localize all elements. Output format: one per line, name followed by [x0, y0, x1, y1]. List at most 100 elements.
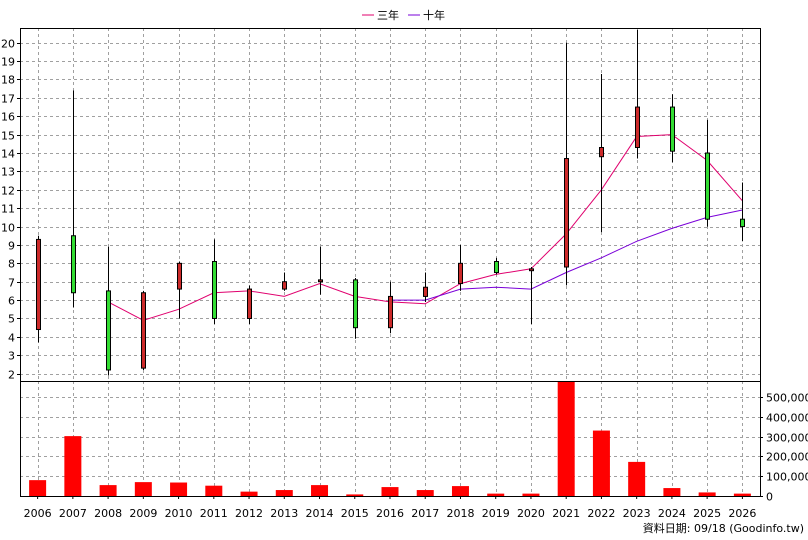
x-tick-label: 2007 [59, 507, 87, 520]
x-tick-label: 2013 [270, 507, 298, 520]
candle-body [36, 238, 41, 331]
volume-bar [663, 488, 681, 496]
volume-bar [733, 493, 751, 496]
candle [564, 42, 569, 286]
candle-body [106, 290, 111, 371]
candle [71, 90, 76, 308]
footer-source: 資料日期: 09/18 (Goodinfo.tw) [643, 521, 804, 535]
volume-bar [29, 480, 47, 496]
candle-body [282, 281, 287, 290]
price-y-tick-label: 7 [8, 277, 15, 290]
price-y-tick-label: 18 [1, 74, 15, 87]
candle-body [318, 279, 323, 283]
x-tick-label: 2018 [446, 507, 474, 520]
x-tick-label: 2019 [482, 507, 510, 520]
price-y-tick-label: 17 [1, 93, 15, 106]
candle-body [177, 262, 182, 290]
price-y-axis: 2 3 4 5 6 7 8 9 10 11 12 13 14 15 16 17 18 19 20 [1, 38, 20, 382]
x-tick-label: 2016 [376, 507, 404, 520]
candle-body [458, 262, 463, 285]
candle [458, 244, 463, 291]
candle-body [599, 147, 604, 158]
volume-y-tick-label: 100,000 [766, 471, 808, 484]
plot-frame [20, 28, 761, 497]
x-tick-label: 2011 [200, 507, 228, 520]
volume-bar [557, 381, 575, 496]
volume-bar [240, 491, 258, 496]
volume-bar [205, 485, 223, 496]
legend-label-10yr: 十年 [423, 8, 445, 22]
volume-bar [346, 494, 364, 496]
candle-body [564, 158, 569, 268]
volume-bar [416, 490, 434, 496]
candle-body [705, 152, 710, 220]
price-y-tick-label: 3 [8, 350, 15, 363]
price-y-tick-label: 5 [8, 313, 15, 326]
candle-body [740, 218, 745, 228]
x-tick-label: 2023 [623, 507, 651, 520]
candle [599, 73, 604, 233]
price-y-tick-label: 8 [8, 258, 15, 271]
volume-bar [311, 485, 329, 496]
candlesticks [36, 29, 745, 376]
candle [282, 272, 287, 291]
volume-gridlines [20, 381, 760, 497]
price-y-tick-label: 20 [1, 38, 15, 51]
price-y-tick-label: 9 [8, 240, 15, 253]
x-tick-label: 2026 [728, 507, 756, 520]
volume-y-tick-label: 400,000 [766, 412, 808, 425]
candle [423, 272, 428, 302]
volume-bar [487, 493, 505, 496]
candle [212, 239, 217, 325]
x-tick-label: 2012 [235, 507, 263, 520]
candle-body [494, 260, 499, 274]
price-y-tick-label: 16 [1, 111, 15, 124]
volume-bar [381, 487, 399, 496]
price-y-tick-label: 4 [8, 332, 15, 345]
candle-body [388, 295, 393, 329]
volume-y-tick-label: 500,000 [766, 392, 808, 405]
volume-y-tick-label: 0 [766, 491, 773, 504]
x-tick-label: 2022 [587, 507, 615, 520]
volume-bar [522, 493, 540, 496]
candle-body [247, 288, 252, 319]
candle-body [71, 235, 76, 294]
x-tick-label: 2025 [693, 507, 721, 520]
x-tick-label: 2006 [24, 507, 52, 520]
x-tick-label: 2014 [306, 507, 334, 520]
volume-bar [628, 461, 646, 496]
x-tick-label: 2017 [411, 507, 439, 520]
volume-bar [170, 482, 188, 496]
candle-body [353, 279, 358, 329]
candle-body [635, 106, 640, 149]
price-y-tick-label: 13 [1, 166, 15, 179]
price-y-tick-label: 2 [8, 369, 15, 382]
candle [705, 119, 710, 227]
legend-label-3yr: 三年 [377, 8, 399, 22]
x-axis: 2006 2007 2008 2009 2010 2011 2012 2013 2014 2015… [24, 496, 756, 520]
candle [635, 29, 640, 159]
candle [388, 281, 393, 334]
volume-bar [134, 482, 152, 496]
volume-bar [99, 485, 117, 496]
volume-panel: 0 100,000 200,000 300,000 400,000 500,000 [20, 381, 808, 504]
candle-body [212, 260, 217, 319]
candle-body [670, 106, 675, 152]
volume-y-tick-label: 200,000 [766, 451, 808, 464]
x-tick-label: 2024 [658, 507, 686, 520]
candle-body [529, 268, 534, 272]
candle [494, 257, 499, 275]
candle [529, 267, 534, 325]
volume-bar [275, 490, 293, 496]
volume-bar [451, 486, 469, 496]
candle [353, 278, 358, 339]
x-tick-label: 2008 [94, 507, 122, 520]
price-y-tick-label: 19 [1, 56, 15, 69]
volume-bar [698, 492, 716, 496]
candle [141, 290, 146, 370]
price-y-tick-label: 15 [1, 130, 15, 143]
candle-body [423, 286, 428, 297]
volume-y-tick-label: 300,000 [766, 432, 808, 445]
candle [177, 261, 182, 319]
